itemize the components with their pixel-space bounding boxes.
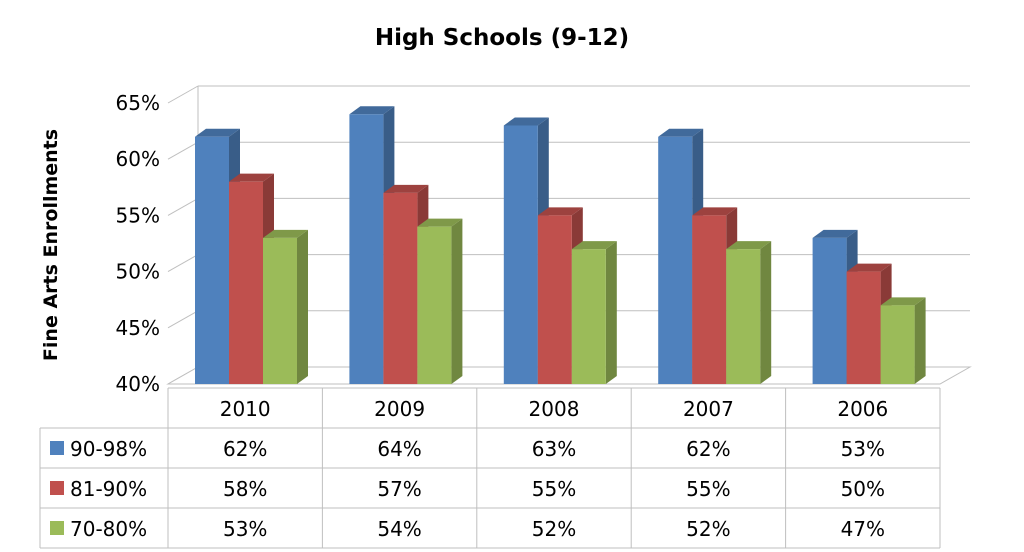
gridline-side xyxy=(167,141,199,160)
data-label: 63% xyxy=(532,437,576,461)
y-axis-ticks: 40% 45% 50% 55% 60% 65% xyxy=(116,91,160,396)
y-tick-label: 40% xyxy=(116,372,160,396)
bar xyxy=(846,263,892,384)
gridline-side xyxy=(167,85,199,104)
y-tick-label: 65% xyxy=(116,91,160,115)
bar xyxy=(571,241,617,384)
data-label: 58% xyxy=(223,477,267,501)
data-label: 64% xyxy=(377,437,421,461)
x-tick-label: 2009 xyxy=(374,397,425,421)
data-label: 62% xyxy=(686,437,730,461)
y-tick-label: 50% xyxy=(116,260,160,284)
data-label: 52% xyxy=(686,517,730,541)
bar xyxy=(726,241,772,384)
legend-label: 70-80% xyxy=(70,517,147,541)
legend-label: 90-98% xyxy=(70,437,147,461)
data-table: 2010 2009 2008 2007 2006 90-98% 62% 64% 63% 62% 53… xyxy=(39,387,941,549)
bar xyxy=(263,229,308,384)
data-label: 50% xyxy=(841,477,885,501)
chart-title: High Schools (9-12) xyxy=(375,25,629,51)
legend-swatch xyxy=(50,481,64,495)
bar xyxy=(229,173,274,384)
x-tick-label: 2006 xyxy=(837,397,888,421)
legend-swatch xyxy=(50,441,64,455)
data-label: 55% xyxy=(686,477,730,501)
y-tick-label: 45% xyxy=(116,316,160,340)
data-label: 47% xyxy=(841,517,885,541)
data-label: 53% xyxy=(841,437,885,461)
bars xyxy=(195,106,926,385)
bar xyxy=(880,297,926,384)
y-tick-label: 60% xyxy=(116,147,160,171)
data-label: 54% xyxy=(377,517,421,541)
data-label: 62% xyxy=(223,437,267,461)
data-label: 52% xyxy=(532,517,576,541)
x-tick-label: 2008 xyxy=(529,397,580,421)
gridline-side xyxy=(167,197,199,216)
data-label: 57% xyxy=(377,477,421,501)
y-axis-label: Fine Arts Enrollments xyxy=(40,129,62,361)
data-label: 55% xyxy=(532,477,576,501)
legend-label: 81-90% xyxy=(70,477,147,501)
x-tick-label: 2007 xyxy=(683,397,734,421)
y-tick-label: 55% xyxy=(116,203,160,227)
gridline-side xyxy=(167,254,199,273)
gridline-side xyxy=(167,310,199,329)
x-tick-label: 2010 xyxy=(220,397,271,421)
legend-swatch xyxy=(50,521,64,535)
data-label: 53% xyxy=(223,517,267,541)
bar xyxy=(417,218,463,384)
